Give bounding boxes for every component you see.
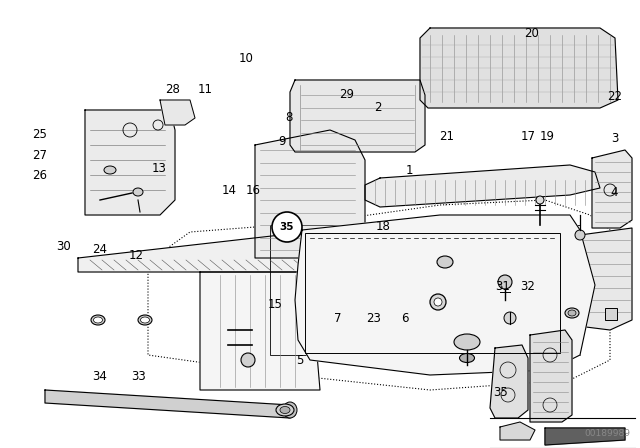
Ellipse shape	[454, 334, 480, 350]
Text: 00189989: 00189989	[584, 429, 630, 438]
Polygon shape	[160, 100, 195, 125]
Polygon shape	[500, 422, 535, 440]
Circle shape	[434, 298, 442, 306]
Text: 11: 11	[197, 83, 212, 96]
Polygon shape	[45, 390, 295, 418]
Text: 18: 18	[375, 220, 390, 233]
Text: 10: 10	[239, 52, 254, 65]
Text: 32: 32	[520, 280, 536, 293]
Circle shape	[575, 230, 585, 240]
Bar	[270, 225, 580, 355]
Bar	[605, 308, 617, 320]
Ellipse shape	[141, 317, 150, 323]
Text: 23: 23	[366, 312, 381, 326]
Text: 6: 6	[401, 312, 409, 326]
Polygon shape	[85, 110, 175, 215]
Polygon shape	[565, 228, 632, 330]
Circle shape	[430, 294, 446, 310]
Ellipse shape	[568, 310, 576, 316]
Text: 35: 35	[493, 385, 508, 399]
Text: 28: 28	[165, 83, 180, 96]
Ellipse shape	[283, 402, 297, 418]
Ellipse shape	[565, 308, 579, 318]
Text: 22: 22	[607, 90, 622, 103]
Ellipse shape	[276, 404, 294, 416]
Text: 33: 33	[131, 370, 146, 383]
Ellipse shape	[460, 353, 474, 362]
Text: 1: 1	[406, 164, 413, 177]
Text: 29: 29	[339, 88, 355, 102]
Text: 34: 34	[92, 370, 107, 383]
Text: 24: 24	[92, 243, 107, 257]
Text: 15: 15	[268, 298, 283, 311]
Polygon shape	[200, 272, 320, 390]
Ellipse shape	[133, 188, 143, 196]
Ellipse shape	[91, 315, 105, 325]
Text: 5: 5	[296, 354, 303, 367]
Circle shape	[504, 312, 516, 324]
Text: 26: 26	[32, 169, 47, 182]
Text: 9: 9	[278, 134, 285, 148]
Circle shape	[536, 196, 544, 204]
Text: 3: 3	[611, 132, 618, 146]
Text: 12: 12	[129, 249, 144, 262]
Text: 20: 20	[524, 27, 539, 40]
Text: 4: 4	[611, 186, 618, 199]
Text: 17: 17	[520, 130, 536, 143]
Text: 27: 27	[32, 149, 47, 163]
Ellipse shape	[104, 166, 116, 174]
Polygon shape	[295, 215, 595, 375]
Ellipse shape	[138, 315, 152, 325]
Circle shape	[241, 353, 255, 367]
Polygon shape	[365, 165, 600, 207]
Text: 2: 2	[374, 101, 381, 114]
Text: 14: 14	[221, 184, 237, 197]
Ellipse shape	[93, 317, 102, 323]
Polygon shape	[78, 222, 405, 272]
Polygon shape	[545, 428, 625, 445]
Text: 31: 31	[495, 280, 510, 293]
Polygon shape	[420, 28, 618, 108]
Text: 25: 25	[32, 128, 47, 141]
Text: 16: 16	[245, 184, 260, 197]
Polygon shape	[592, 150, 632, 228]
Circle shape	[272, 212, 302, 242]
Polygon shape	[290, 80, 425, 152]
Polygon shape	[530, 330, 572, 422]
Text: 7: 7	[334, 312, 342, 326]
Polygon shape	[255, 130, 365, 258]
Text: 35: 35	[280, 222, 294, 232]
Circle shape	[498, 275, 512, 289]
Polygon shape	[490, 345, 528, 418]
Text: 13: 13	[151, 161, 166, 175]
Text: 8: 8	[285, 111, 293, 125]
Text: 30: 30	[56, 240, 71, 253]
Polygon shape	[148, 200, 610, 390]
Ellipse shape	[280, 406, 290, 414]
Bar	[305, 233, 560, 353]
Text: 21: 21	[439, 130, 454, 143]
Ellipse shape	[437, 256, 453, 268]
Text: 19: 19	[540, 130, 555, 143]
